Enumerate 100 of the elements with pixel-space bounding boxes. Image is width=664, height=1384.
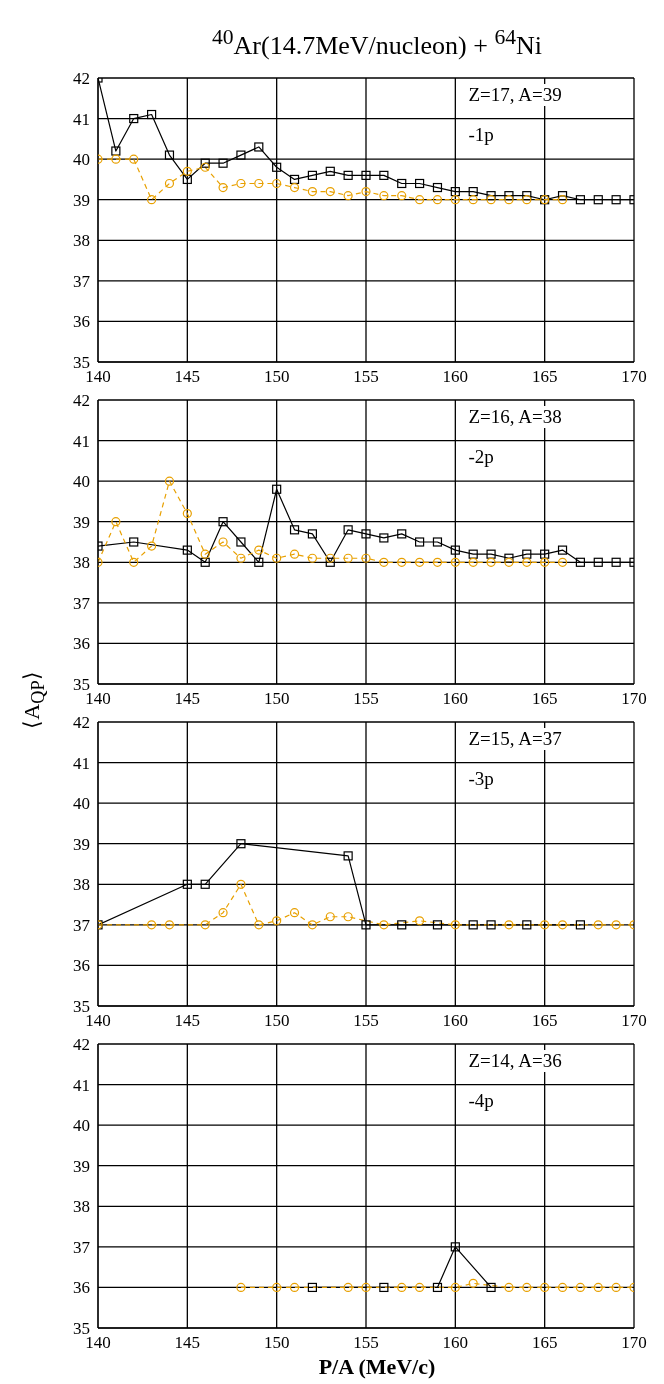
point bbox=[147, 920, 157, 930]
point bbox=[325, 912, 335, 922]
point bbox=[522, 920, 532, 930]
x-tick-label: 150 bbox=[263, 1011, 290, 1031]
point bbox=[361, 187, 371, 197]
point bbox=[307, 170, 317, 180]
y-tick-label: 42 bbox=[73, 69, 90, 89]
point bbox=[415, 178, 425, 189]
point bbox=[236, 839, 246, 849]
point bbox=[343, 553, 353, 563]
point bbox=[397, 557, 407, 567]
point bbox=[468, 1278, 478, 1288]
point bbox=[343, 1282, 353, 1293]
point bbox=[307, 1282, 317, 1293]
point bbox=[164, 178, 175, 189]
point bbox=[182, 545, 192, 555]
point bbox=[289, 908, 300, 918]
y-tick-label: 36 bbox=[73, 312, 90, 332]
point bbox=[450, 187, 460, 197]
point bbox=[504, 1282, 514, 1293]
annotation: Z=17, A=39 bbox=[466, 84, 564, 106]
annotation: -2p bbox=[466, 446, 496, 468]
y-tick-label: 36 bbox=[73, 634, 90, 654]
point bbox=[307, 529, 317, 539]
point bbox=[236, 1282, 246, 1293]
point bbox=[379, 191, 389, 201]
point bbox=[450, 557, 460, 567]
y-tick-label: 38 bbox=[73, 231, 90, 251]
point bbox=[379, 170, 389, 180]
point bbox=[522, 557, 532, 567]
point bbox=[254, 142, 264, 152]
x-tick-label: 145 bbox=[174, 1333, 201, 1353]
point bbox=[522, 1282, 532, 1293]
point bbox=[468, 920, 478, 930]
y-tick-label: 39 bbox=[73, 1156, 90, 1176]
point bbox=[611, 195, 621, 205]
point bbox=[343, 170, 353, 180]
y-tick-label: 37 bbox=[73, 593, 91, 613]
annotation: -1p bbox=[466, 124, 496, 146]
y-tick-label: 41 bbox=[73, 109, 90, 129]
point bbox=[593, 195, 603, 205]
point bbox=[486, 1282, 496, 1293]
point bbox=[147, 109, 157, 120]
x-tick-label: 140 bbox=[85, 1011, 111, 1031]
y-tick-label: 39 bbox=[73, 512, 90, 532]
point bbox=[325, 553, 335, 563]
point bbox=[254, 545, 264, 555]
point bbox=[272, 484, 282, 494]
annotation: Z=15, A=37 bbox=[466, 728, 564, 750]
point bbox=[432, 1282, 443, 1293]
point bbox=[557, 545, 568, 555]
point bbox=[415, 916, 425, 926]
point bbox=[361, 170, 371, 180]
point bbox=[397, 178, 407, 189]
point bbox=[272, 916, 282, 926]
x-tick-label: 145 bbox=[174, 689, 201, 709]
y-tick-label: 36 bbox=[73, 956, 90, 976]
y-tick-label: 41 bbox=[73, 753, 90, 773]
point bbox=[325, 187, 335, 197]
y-tick-label: 40 bbox=[73, 1116, 90, 1136]
point bbox=[272, 553, 282, 563]
y-tick-label: 42 bbox=[73, 713, 90, 733]
x-tick-label: 140 bbox=[85, 367, 111, 387]
point bbox=[575, 920, 585, 930]
x-tick-label: 160 bbox=[442, 689, 469, 709]
x-tick-label: 170 bbox=[621, 1333, 647, 1353]
point bbox=[200, 557, 210, 567]
point bbox=[450, 920, 460, 930]
point bbox=[557, 195, 568, 205]
x-tick-label: 170 bbox=[621, 367, 647, 387]
y-tick-label: 38 bbox=[73, 553, 90, 573]
y-tick-label: 37 bbox=[73, 271, 91, 291]
x-tick-label: 140 bbox=[85, 1333, 111, 1353]
point bbox=[254, 178, 264, 189]
point bbox=[504, 195, 514, 205]
point bbox=[575, 195, 585, 205]
point bbox=[289, 182, 300, 193]
point bbox=[236, 879, 246, 889]
point bbox=[129, 557, 139, 567]
x-tick-label: 155 bbox=[353, 367, 379, 387]
point bbox=[450, 1242, 460, 1252]
point bbox=[200, 162, 210, 172]
point bbox=[343, 851, 353, 861]
x-tick-label: 170 bbox=[621, 1011, 647, 1031]
point bbox=[200, 879, 210, 889]
x-axis-title: P/A (MeV/c) bbox=[317, 1354, 437, 1380]
point bbox=[111, 154, 121, 164]
annotation: -3p bbox=[466, 768, 496, 790]
y-tick-label: 42 bbox=[73, 1035, 90, 1055]
point bbox=[397, 191, 407, 201]
point bbox=[182, 509, 192, 519]
point bbox=[593, 1282, 603, 1293]
point bbox=[325, 557, 335, 567]
point bbox=[164, 476, 175, 486]
y-tick-label: 39 bbox=[73, 190, 90, 210]
chart-title: $^{40}$Ar(14.7MeV/nucleon) + $^{64}$Ni bbox=[210, 24, 544, 62]
point bbox=[289, 525, 300, 535]
x-tick-label: 155 bbox=[353, 1011, 379, 1031]
point bbox=[147, 541, 157, 551]
point bbox=[343, 191, 353, 201]
